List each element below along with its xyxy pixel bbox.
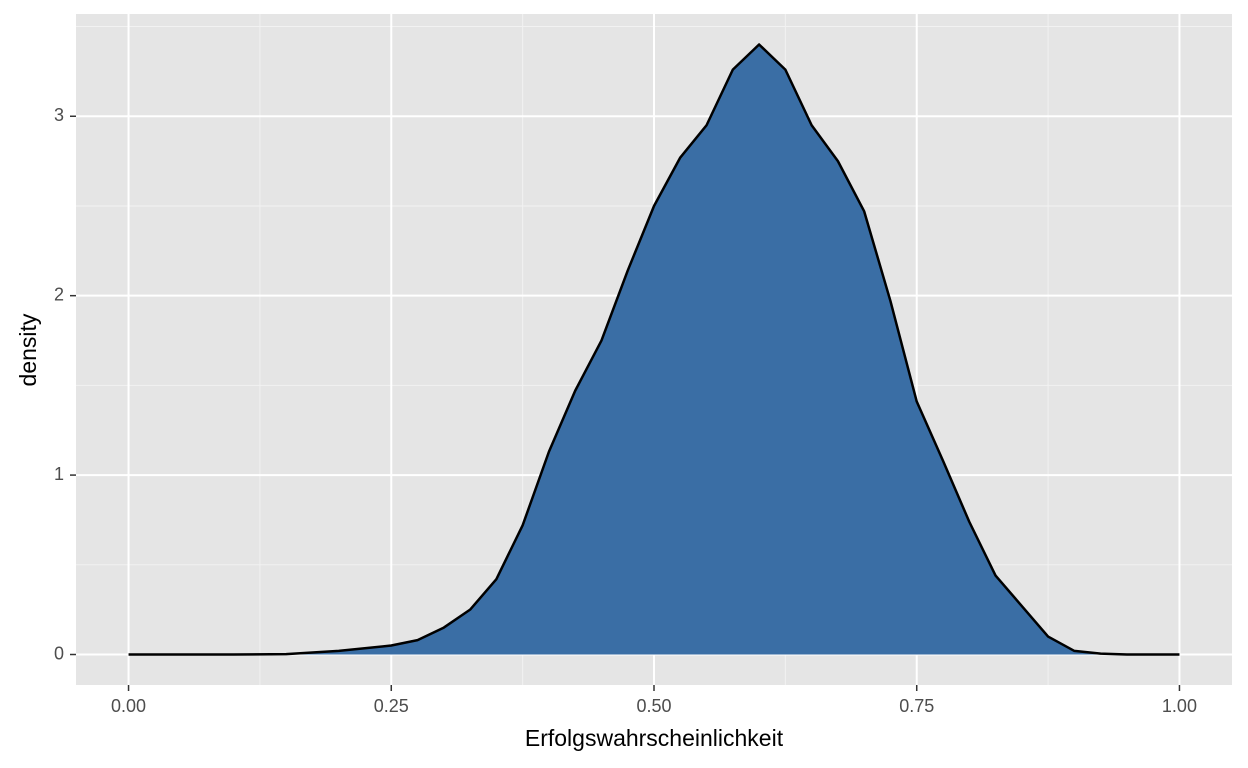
y-tick-label: 2 bbox=[54, 284, 64, 304]
density-area bbox=[128, 44, 1180, 655]
density-line bbox=[128, 43, 1180, 656]
y-axis-title: density bbox=[15, 313, 41, 386]
y-tick-label: 3 bbox=[54, 105, 64, 125]
x-tick-label: 0.00 bbox=[111, 696, 146, 716]
y-tick-label: 1 bbox=[54, 464, 64, 484]
y-tick-label: 0 bbox=[54, 643, 64, 663]
x-tick-label: 0.25 bbox=[374, 696, 409, 716]
x-tick-label: 1.00 bbox=[1162, 696, 1197, 716]
x-axis-title: Erfolgswahrscheinlichkeit bbox=[525, 725, 784, 751]
x-tick-label: 0.50 bbox=[636, 696, 671, 716]
x-tick-label: 0.75 bbox=[899, 696, 934, 716]
